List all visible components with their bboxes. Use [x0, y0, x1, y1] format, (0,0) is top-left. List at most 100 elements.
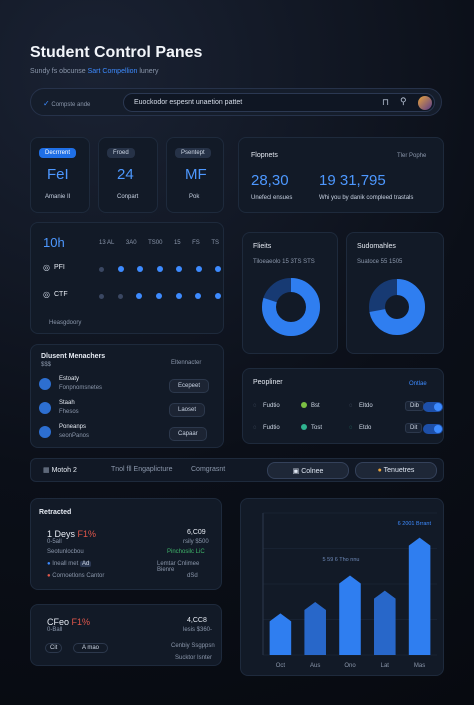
pie-title: Sudomahles [357, 243, 396, 250]
payment-value: 28,30 [251, 172, 289, 189]
pie-card-left: Flieits Tiloeaeolo 15 3TS STS [242, 232, 338, 354]
members-title: Dlusent Menachers [41, 353, 106, 360]
x-tick-label: Mas [414, 663, 425, 669]
list-item[interactable]: ● Cornoetlons Cantor dSd [47, 573, 198, 579]
payments-title: Flopnets [251, 152, 278, 159]
tab-colnee-button[interactable]: ▣ Colnee [267, 462, 349, 479]
donut-chart-right [369, 279, 425, 335]
tab-tenuetres-button[interactable]: ● Tenuetres [355, 462, 437, 479]
row-toggle[interactable] [423, 402, 443, 412]
lock-icon[interactable]: ⊓ [382, 97, 390, 107]
schedule-row-pfi[interactable]: ◎ PFI [43, 263, 65, 272]
avatar [39, 378, 51, 390]
payments-filter[interactable]: Tler Pophe [397, 153, 427, 159]
schedule-footer[interactable]: Heasgdoory [49, 320, 82, 326]
subtitle-link[interactable]: Sart Compellion [87, 68, 138, 75]
stat-label: Pok [189, 194, 200, 200]
payment-label: Whi you by danik compleed trastals [319, 195, 414, 201]
retracted-title: Retracted [39, 509, 72, 516]
stat-card-fixed[interactable]: Froed 24 Conpart [98, 137, 158, 213]
deal-right-sub: rsily $500 [183, 539, 209, 545]
avatar [39, 426, 51, 438]
image-icon: ▣ [292, 468, 300, 475]
bar-chart: Oct Aus Ono Lat Mas 6 2001 Brrant 5 59 6 Tho n… [262, 512, 437, 669]
tab-components[interactable]: Comgrasnt [191, 466, 226, 473]
schedule-track [99, 292, 221, 300]
member-action-button[interactable]: Capaar [169, 427, 207, 441]
stat-badge: Froed [107, 148, 135, 158]
donut-fill [262, 278, 320, 336]
deal-right-value: 6,C09 [187, 529, 206, 536]
schedule-row-ctf[interactable]: ◎ CTF [43, 290, 68, 299]
donut-fill [369, 279, 425, 335]
x-tick-label: Ono [344, 663, 356, 669]
search-input[interactable]: Euockodor espesnt unaetion pattet ⊓ ⚲ [123, 93, 435, 112]
dot-icon: ● [47, 573, 51, 579]
pie-card-right: Sudomahles Suatoce 55 1505 [346, 232, 444, 354]
deal-right-value: 4,CC8 [187, 617, 207, 624]
stat-label: Amanie II [45, 194, 71, 200]
payment-label: Unefecl ensues [251, 195, 293, 201]
peopliner-link[interactable]: Ontlae [409, 381, 427, 387]
bar-chart-card: Oct Aus Ono Lat Mas 6 2001 Brrant 5 59 6 Tho n… [240, 498, 444, 676]
peopliner-card: Peopliner Ontlae ◌ Fudtio Bst ◌ Eltdo Di… [242, 368, 444, 444]
payment-value: 19 31,795 [319, 172, 386, 189]
page-subtitle: Sundy fs obcunse Sart Compellion lunery [30, 68, 159, 75]
bar-oct [269, 613, 292, 655]
row-toggle[interactable] [423, 424, 443, 434]
bar-aus [304, 601, 326, 655]
tab-match[interactable]: ▦ Motoh 2 [43, 467, 77, 474]
avatar[interactable] [418, 96, 432, 110]
tab-tools[interactable]: Tnol fll Engaplicture [111, 466, 173, 473]
avatar [39, 402, 51, 414]
table-row[interactable]: ◌ Fudtio Bst ◌ Eltdo Dib [253, 401, 443, 413]
member-action-button[interactable]: Ecepeet [169, 379, 210, 393]
dot-icon: ● [47, 561, 51, 567]
deal-detail: Sucktor Isnter [175, 655, 213, 661]
pie-subtitle: Suatoce 55 1505 [357, 259, 403, 265]
stat-badge: Decrrrent [39, 148, 77, 158]
chart-annotation: 6 2001 Brrant [398, 521, 432, 527]
tag-chip[interactable]: A mao [73, 643, 109, 653]
row-tag: Dib [405, 401, 425, 411]
peopliner-title: Peopliner [253, 379, 283, 386]
member-action-button[interactable]: Laoset [169, 403, 206, 417]
deal-right-sub: lesis $360- [183, 627, 213, 633]
tab-bar: ▦ Motoh 2 Tnol fll Engaplicture Comgrasn… [30, 458, 444, 482]
deal-sub: 0-Ball [47, 627, 63, 633]
search-bar: ✓ Compste ande Euockodor espesnt unaetio… [30, 88, 442, 116]
payments-card: Flopnets Tler Pophe 28,30 Unefecl ensues… [238, 137, 444, 213]
tag-chip[interactable]: Cit [45, 643, 63, 653]
search-icon[interactable]: ⚲ [400, 96, 407, 106]
chart-annotation: 5 59 6 Tho nnu [323, 557, 360, 563]
stat-label: Conpart [117, 194, 139, 200]
list-item[interactable]: Staah Fhesos Laoset [39, 399, 219, 419]
schedule-track [99, 265, 221, 273]
bar-ono [339, 575, 361, 655]
stat-card-percent[interactable]: Psentept MF Pok [166, 137, 224, 213]
pie-subtitle: Tiloeaeolo 15 3TS STS [253, 259, 315, 265]
search-left-label[interactable]: ✓ Compste ande [43, 99, 91, 108]
deal-value: CFeo F1% [47, 617, 91, 627]
retracted-card-2: CFeo F1% 0-Ball 4,CC8 lesis $360- Cit A … [30, 604, 222, 666]
x-tick-label: Aus [310, 663, 320, 669]
table-row[interactable]: ◌ Fudtio Tost ◌ Etdo Dit [253, 423, 443, 435]
list-item[interactable]: Estoaty Fonpnomsnetes Ecepeet [39, 375, 219, 395]
members-filter[interactable]: Eltennacter [171, 360, 202, 366]
stat-value: 24 [117, 166, 134, 183]
page-title: Student Control Panes [30, 44, 203, 61]
schedule-time: 10h [43, 235, 65, 250]
list-item[interactable]: Seotunlocbou Pinchosilc LiC [47, 549, 205, 555]
row-tag: Dit [405, 423, 423, 433]
check-icon: ✓ [43, 99, 50, 108]
deal-detail: Cenbiy Ssgppsn [171, 643, 215, 649]
list-item[interactable]: ● Ineall met Ad Lemtar Cnlimee Bienre [47, 561, 200, 573]
bar-lat [374, 590, 396, 655]
list-item[interactable]: Poneanps seonPanos Capaar [39, 423, 219, 443]
schedule-card: 10h 13 AL 3A0 TS00 15 FS TS ◎ PFI ◎ CTF Heasg… [30, 222, 224, 334]
deal-value: 1 Deys F1% [47, 529, 97, 539]
stat-card-current[interactable]: Decrrrent FeI Amanie II [30, 137, 90, 213]
x-tick-label: Lat [381, 663, 390, 669]
members-card: Dlusent Menachers $$$ Eltennacter Estoat… [30, 344, 224, 448]
donut-chart-left [262, 278, 320, 336]
